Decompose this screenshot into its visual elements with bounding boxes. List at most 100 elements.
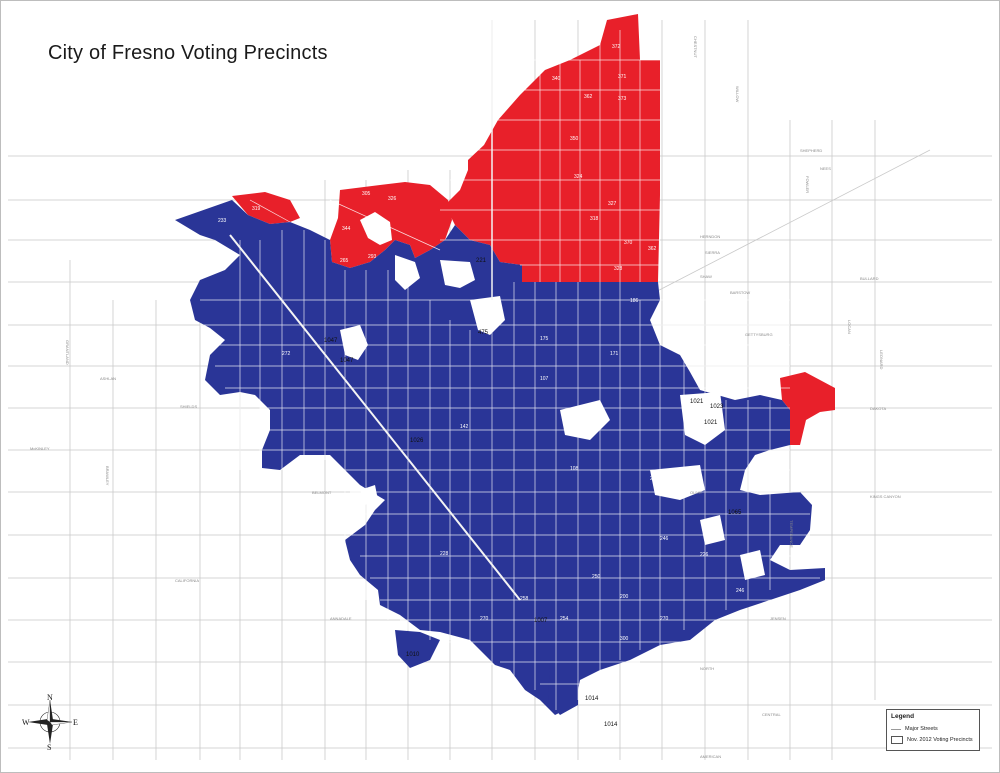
precinct-label: 370 [624, 240, 633, 246]
area-labels: 1047 1047 1023 1021 1021 1026 1010 1007 … [324, 258, 742, 728]
street-label: DAKOTA [870, 406, 886, 411]
area-label: 1021 [704, 420, 718, 426]
precinct-borders [200, 30, 820, 710]
legend-item-label: Nov. 2012 Voting Precincts [907, 737, 973, 743]
compass-e: E [73, 718, 78, 727]
precinct-label: 250 [592, 574, 601, 580]
street-label: SHIELDS [180, 404, 197, 409]
area-label: 1014 [604, 722, 618, 728]
legend-item-label: Major Streets [905, 726, 938, 732]
street-label: GETTYSBURG [745, 332, 773, 337]
precinct-label: 142 [460, 424, 469, 430]
precinct-label: 175 [540, 336, 549, 342]
area-label: 1010 [406, 652, 420, 658]
precinct-label: 265 [340, 258, 349, 264]
street-label: OLIVE [690, 490, 702, 495]
precinct-label: 171 [610, 351, 619, 357]
precinct-label: 270 [480, 616, 489, 622]
legend-item-streets: Major Streets [891, 726, 938, 732]
precinct-label: 226 [700, 552, 709, 558]
street-label: BRAWLEY [105, 466, 110, 486]
precinct-label: 318 [590, 216, 599, 222]
area-label: 1026 [410, 438, 424, 444]
compass-rose-icon: N S W E [22, 694, 78, 750]
precinct-label: 240 [650, 476, 659, 482]
precinct-label: 108 [570, 466, 579, 472]
precinct-label: 328 [614, 266, 623, 272]
area-label: 1047 [340, 358, 354, 364]
street-label: SHAW [700, 274, 712, 279]
street-label: GRANTLAND [65, 340, 70, 365]
precinct-label: 324 [574, 174, 583, 180]
compass-s: S [47, 743, 51, 750]
precinct-label: 372 [612, 44, 621, 50]
street-label: NEES [820, 166, 831, 171]
precinct-label: 327 [608, 201, 617, 207]
street-label: McKINLEY [30, 446, 50, 451]
area-label: 1021 [690, 399, 704, 405]
legend-title: Legend [891, 713, 915, 720]
area-label: 1047 [324, 338, 338, 344]
street-label: BELMONT [312, 490, 332, 495]
street-label: TEMPERANCE [789, 520, 794, 548]
street-label: NORTH [700, 666, 714, 671]
street-label: CALIFORNIA [175, 578, 199, 583]
precinct-label: 272 [282, 351, 291, 357]
blue-precinct-region[interactable] [175, 200, 825, 715]
area-label: 1007 [534, 618, 548, 624]
street-label: BARSTOW [730, 290, 750, 295]
area-label: 1023 [710, 404, 724, 410]
street-label: LOCAN [847, 320, 852, 334]
compass-n: N [47, 694, 53, 702]
precinct-label: 371 [618, 74, 627, 80]
area-label: 475 [478, 330, 489, 336]
street-label: AMERICAN [700, 754, 721, 759]
precinct-label: 326 [388, 196, 397, 202]
precinct-label: 228 [440, 551, 449, 557]
precinct-label: 362 [584, 94, 593, 100]
map-title: City of Fresno Voting Precincts [48, 42, 328, 64]
street-label: FOWLER [805, 176, 810, 193]
area-label: 1065 [728, 510, 742, 516]
precinct-label: 362 [648, 246, 657, 252]
precinct-label: 107 [540, 376, 549, 382]
compass-w: W [22, 718, 30, 727]
precinct-label: 186 [630, 298, 639, 304]
street-label: KINGS CANYON [870, 494, 901, 499]
street-label: JENSEN [770, 616, 786, 621]
area-label: 1014 [585, 696, 599, 702]
non-city-gaps [340, 212, 765, 580]
precinct-label: 258 [520, 596, 529, 602]
legend-item-precincts: Nov. 2012 Voting Precincts [891, 736, 973, 744]
precinct-label: 246 [736, 588, 745, 594]
precinct-labels: 372 371 340 362 373 318 350 324 327 370 … [218, 44, 745, 642]
street-label: ANNADALE [330, 616, 352, 621]
precinct-label: 319 [252, 206, 261, 212]
area-label: 221 [476, 258, 487, 264]
precinct-label: 305 [362, 191, 371, 197]
precinct-label: 373 [618, 96, 627, 102]
street-label: ASHLAN [100, 376, 116, 381]
precinct-label: 270 [660, 616, 669, 622]
precincts-swatch [891, 736, 903, 744]
map-legend: Legend Major Streets Nov. 2012 Voting Pr… [886, 709, 980, 751]
precinct-label: 233 [218, 218, 227, 224]
precinct-label: 246 [660, 536, 669, 542]
street-label: LEONARD [879, 350, 884, 369]
street-label: SHEPHERD [800, 148, 822, 153]
precinct-label: 300 [620, 636, 629, 642]
street-labels: SHEPHERD NEES HERNDON SIERRA BULLARD SHA… [30, 36, 901, 759]
major-streets-swatch [891, 728, 901, 730]
street-label: CENTRAL [762, 712, 781, 717]
street-label: SIERRA [705, 250, 720, 255]
street-label: CHESTNUT [693, 36, 698, 58]
precinct-label: 344 [342, 226, 351, 232]
precinct-label: 200 [620, 594, 629, 600]
precinct-label: 340 [552, 76, 561, 82]
precinct-label: 254 [560, 616, 569, 622]
precinct-label: 293 [368, 254, 377, 260]
street-label: WILLOW [735, 86, 740, 102]
street-label: BULLARD [860, 276, 879, 281]
precinct-label: 350 [570, 136, 579, 142]
